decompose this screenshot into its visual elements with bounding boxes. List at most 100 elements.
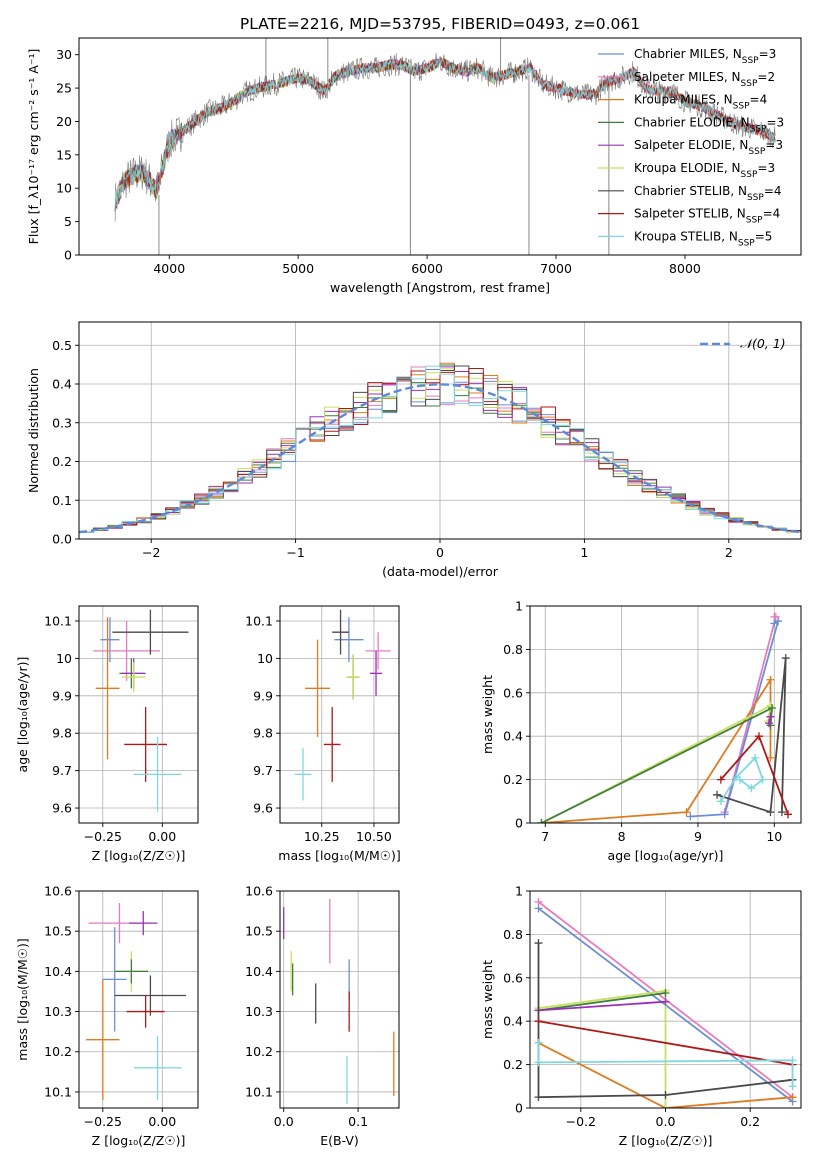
mass-weight-marker [661, 997, 670, 1006]
mass-weight-line [538, 992, 666, 1012]
x-tick-label: 8 [618, 829, 626, 844]
legend-entry: Salpeter ELODIE, NSSP=3 [634, 138, 783, 157]
y-tick-label: 10.4 [245, 964, 273, 979]
legend-entry: Kroupa ELODIE, NSSP=3 [634, 161, 775, 180]
mass-weight-marker [788, 1093, 797, 1102]
histogram-step [79, 365, 801, 539]
mass-weight-marker [534, 939, 543, 948]
x-tick-label: 0.00 [148, 829, 176, 844]
mass-weight-marker [758, 775, 767, 784]
y-tick-label: 9.9 [253, 688, 273, 703]
mass-weight-marker [784, 810, 793, 819]
mass-weight-vs-metallicity-panel: −0.2 0.0 0.2 0 0.2 0.4 0.6 0.8 1 Z [log₁₀(Z/Z☉)] m… [480, 884, 802, 1148]
y-tick-label: 1 [515, 599, 523, 614]
y-tick-label: 10.1 [245, 1084, 273, 1099]
y-tick-label: 10 [56, 181, 72, 196]
normal-reference-curve [79, 383, 801, 534]
y-tick-label: 10 [257, 651, 273, 666]
mass-weight-line [537, 1042, 794, 1087]
mass-weight-line [538, 1042, 793, 1108]
x-tick-label: 4000 [153, 261, 185, 276]
mass-weight-marker [686, 812, 695, 821]
x-tick-label: 0 [436, 545, 444, 560]
mass-weight-marker [534, 1058, 543, 1067]
mass-weight-line [720, 756, 764, 802]
x-tick-label: 0.2 [740, 1114, 760, 1129]
y-tick-label: 0.6 [503, 970, 523, 985]
x-tick-label: 10 [766, 829, 782, 844]
y-tick-label: 9.7 [253, 763, 273, 778]
axes-frame [279, 890, 400, 1109]
mass-weight-marker [720, 810, 729, 819]
mass-weight-marker [716, 775, 725, 784]
x-axis-label: wavelength [Angstrom, rest frame] [330, 280, 550, 295]
y-tick-label: 0.6 [503, 685, 523, 700]
y-tick-label: 0 [64, 248, 72, 263]
y-tick-label: 0 [515, 1101, 523, 1116]
y-tick-label: 9.8 [253, 726, 273, 741]
y-tick-label: 10.6 [44, 884, 72, 899]
mass-weight-line [538, 1000, 666, 1012]
y-tick-label: 0.0 [52, 532, 72, 547]
y-tick-label: 20 [56, 114, 72, 129]
y-tick-label: 0.2 [52, 454, 72, 469]
x-tick-label: 6000 [411, 261, 443, 276]
y-tick-label: 10.1 [44, 1084, 72, 1099]
y-tick-label: 25 [56, 81, 72, 96]
y-tick-label: 10.3 [44, 1004, 72, 1019]
axes-frame [279, 605, 400, 824]
mass-weight-marker [766, 808, 775, 817]
x-tick-label: −0.25 [84, 829, 122, 844]
legend-entry: Chabrier STELIB, NSSP=4 [634, 184, 782, 203]
x-tick-label: 0.0 [656, 1114, 676, 1129]
mass-weight-marker [661, 1090, 670, 1099]
x-tick-label: 10.25 [304, 829, 340, 844]
axes-frame [529, 605, 802, 824]
mass-weight-marker [534, 1017, 543, 1026]
y-tick-label: 0.8 [503, 642, 523, 657]
mass-weight-marker [661, 988, 670, 997]
mass-weight-marker [755, 732, 764, 741]
x-tick-label: 7000 [540, 261, 572, 276]
mass-weight-marker [534, 1038, 543, 1047]
x-tick-label: −1 [286, 545, 304, 560]
x-axis-label: age [log₁₀(age/yr)] [608, 848, 724, 863]
mass-weight-marker [682, 808, 691, 817]
legend-entry: Chabrier MILES, NSSP=3 [634, 47, 776, 66]
x-tick-label: −0.25 [84, 1114, 122, 1129]
mass-weight-marker [537, 819, 546, 823]
x-tick-label: 9 [694, 829, 702, 844]
y-tick-label: 9.7 [52, 763, 72, 778]
y-tick-label: 10.2 [44, 1044, 72, 1059]
mass-weight-marker [777, 808, 786, 817]
x-axis-label: Z [log₁₀(Z/Z☉)] [92, 848, 186, 863]
x-tick-label: 0.1 [348, 1114, 368, 1129]
mass-weight-marker [781, 654, 790, 663]
mass-weight-marker [788, 1082, 797, 1091]
y-tick-label: 0.4 [52, 377, 72, 392]
y-tick-label: 0.5 [52, 338, 72, 353]
mass-vs-extinction-panel: 0.0 0.1 10.1 10.2 10.3 10.4 10.5 10.6 E(B-V) [245, 884, 400, 1148]
x-tick-label: 0.00 [148, 1114, 176, 1129]
y-tick-label: 0.2 [503, 1057, 523, 1072]
y-axis-label: mass weight [480, 675, 495, 754]
x-tick-label: 0.0 [274, 1114, 294, 1129]
residual-histogram-panel: −2 −1 0 1 2 0.0 0.1 0.2 0.3 0.4 0.5 (data-model)/er… [26, 321, 802, 579]
y-tick-label: 15 [56, 147, 72, 162]
mass-weight-marker [747, 784, 756, 793]
x-tick-label: 5000 [282, 261, 314, 276]
y-axis-label: mass weight [480, 960, 495, 1039]
y-tick-label: 0.8 [503, 927, 523, 942]
mass-weight-marker [766, 712, 775, 721]
figure-title: PLATE=2216, MJD=53795, FIBERID=0493, z=0… [240, 15, 640, 33]
x-tick-label: 10.50 [356, 829, 392, 844]
mass-weight-marker [713, 790, 722, 799]
spectrum-legend: Chabrier MILES, NSSP=3 Salpeter MILES, NS… [598, 47, 784, 248]
legend-entry: Kroupa MILES, NSSP=4 [634, 93, 767, 112]
age-vs-metallicity-panel: −0.25 0.00 9.6 9.7 9.8 9.9 10 10.1 Z [log₁₀(Z/Z☉… [15, 605, 199, 863]
age-vs-mass-panel: 10.25 10.50 9.6 9.7 9.8 9.9 10 10.1 mass [log₁₀(… [245, 605, 401, 863]
y-tick-label: 0.4 [503, 1014, 523, 1029]
mass-weight-marker [751, 753, 760, 762]
y-axis-label: Normed distribution [26, 368, 41, 493]
y-axis-label: mass [log₁₀(M/M☉)] [15, 938, 30, 1060]
